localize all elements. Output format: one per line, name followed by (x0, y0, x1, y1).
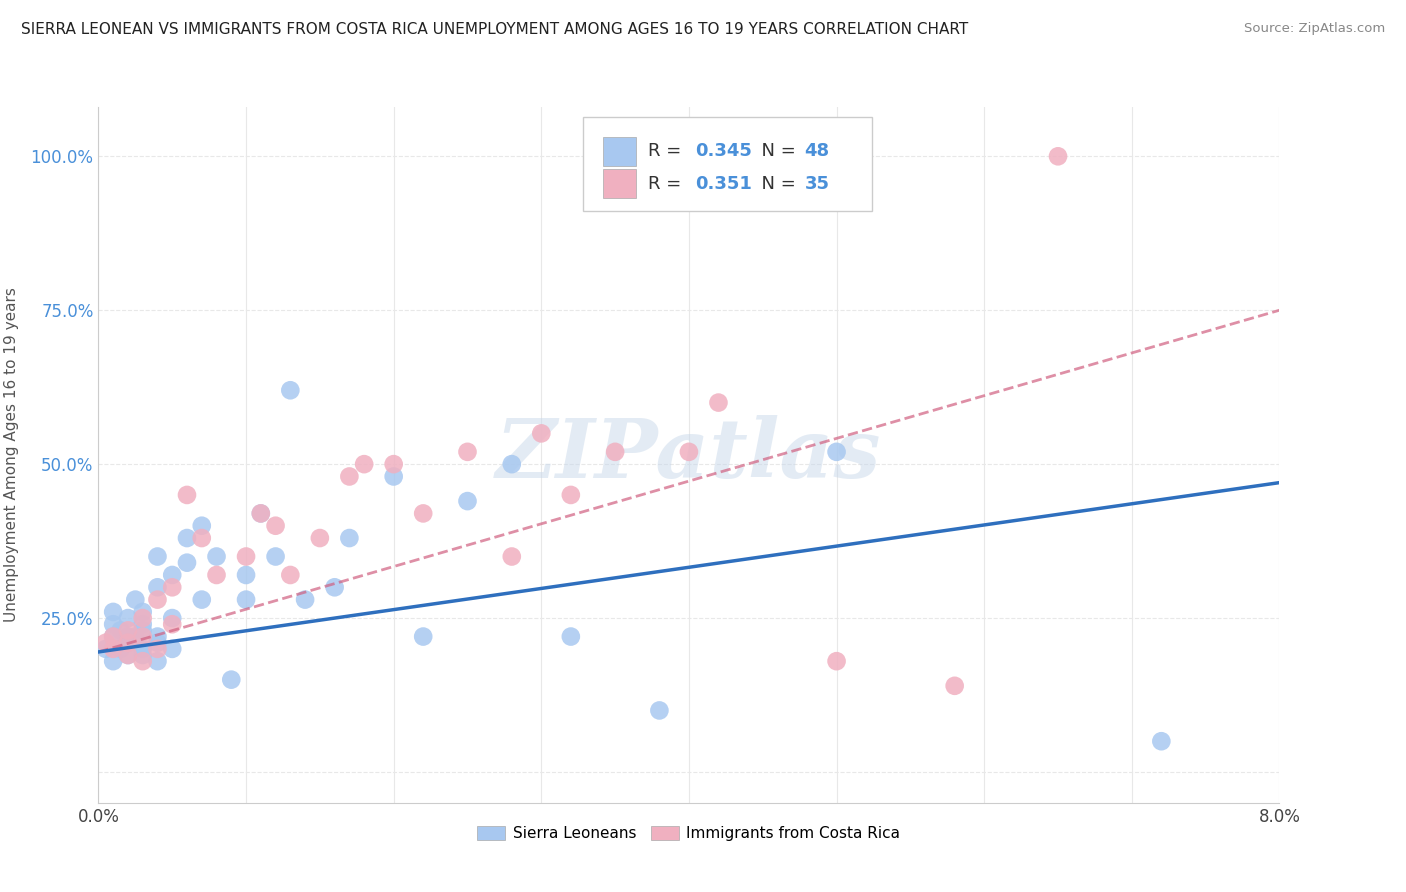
FancyBboxPatch shape (603, 136, 636, 166)
Point (132, 641, 155, 656)
Text: 0.345: 0.345 (695, 143, 752, 161)
Point (162, 611, 183, 625)
Point (103, 641, 125, 656)
Point (825, 445, 848, 459)
Point (103, 630, 125, 644)
Point (146, 641, 169, 656)
Point (146, 636, 169, 650)
Text: Source: ZipAtlas.com: Source: ZipAtlas.com (1244, 22, 1385, 36)
Point (457, 445, 479, 459)
Point (235, 549, 257, 564)
Point (221, 673, 243, 687)
Point (560, 630, 582, 644)
Point (117, 636, 139, 650)
Text: R =: R = (648, 143, 686, 161)
Point (103, 654, 125, 668)
Point (103, 630, 125, 644)
FancyBboxPatch shape (603, 169, 636, 198)
Point (323, 580, 346, 594)
Point (124, 630, 146, 644)
Point (94, 641, 117, 656)
Point (117, 624, 139, 638)
Point (280, 384, 302, 398)
Point (678, 445, 700, 459)
Point (132, 611, 155, 625)
Point (162, 568, 183, 582)
Point (117, 611, 139, 625)
Point (280, 568, 302, 582)
Point (235, 592, 257, 607)
FancyBboxPatch shape (582, 118, 872, 211)
Point (264, 518, 287, 533)
Text: N =: N = (751, 175, 801, 193)
Point (103, 617, 125, 632)
Point (162, 641, 183, 656)
Point (353, 457, 375, 471)
Point (205, 568, 228, 582)
Point (339, 531, 361, 545)
Point (205, 549, 228, 564)
Point (191, 518, 214, 533)
Point (825, 654, 848, 668)
Point (162, 580, 183, 594)
Point (264, 549, 287, 564)
Point (191, 531, 214, 545)
Legend: Sierra Leoneans, Immigrants from Costa Rica: Sierra Leoneans, Immigrants from Costa R… (471, 820, 907, 847)
Point (943, 679, 966, 693)
Text: SIERRA LEONEAN VS IMMIGRANTS FROM COSTA RICA UNEMPLOYMENT AMONG AGES 16 TO 19 YE: SIERRA LEONEAN VS IMMIGRANTS FROM COSTA … (21, 22, 969, 37)
Point (117, 636, 139, 650)
Point (132, 648, 155, 662)
Point (250, 507, 273, 521)
Text: N =: N = (751, 143, 801, 161)
Point (1150, 734, 1173, 748)
Text: 48: 48 (804, 143, 830, 161)
Point (294, 592, 316, 607)
Point (382, 469, 405, 483)
Point (132, 630, 155, 644)
Y-axis label: Unemployment Among Ages 16 to 19 years: Unemployment Among Ages 16 to 19 years (4, 287, 20, 623)
Point (132, 654, 155, 668)
Point (146, 580, 169, 594)
Point (412, 507, 434, 521)
Point (191, 592, 214, 607)
Point (501, 549, 523, 564)
Point (132, 624, 155, 638)
Point (146, 549, 169, 564)
Point (117, 630, 139, 644)
Point (382, 457, 405, 471)
Point (117, 648, 139, 662)
Point (103, 605, 125, 619)
Point (117, 648, 139, 662)
Point (457, 494, 479, 508)
Point (176, 531, 198, 545)
Point (176, 488, 198, 502)
Point (1046, 149, 1070, 163)
Point (94, 636, 117, 650)
Point (530, 426, 553, 441)
Point (146, 654, 169, 668)
Point (124, 592, 146, 607)
Point (146, 630, 169, 644)
Point (132, 605, 155, 619)
Point (235, 568, 257, 582)
Point (648, 703, 671, 717)
Point (501, 457, 523, 471)
Text: ZIPatlas: ZIPatlas (496, 415, 882, 495)
Text: R =: R = (648, 175, 692, 193)
Point (132, 617, 155, 632)
Text: 0.351: 0.351 (695, 175, 752, 193)
Point (176, 556, 198, 570)
Point (250, 507, 273, 521)
Point (146, 592, 169, 607)
Point (162, 617, 183, 632)
Text: 35: 35 (804, 175, 830, 193)
Point (110, 641, 132, 656)
Point (110, 624, 132, 638)
Point (412, 630, 434, 644)
Point (309, 531, 332, 545)
Point (339, 469, 361, 483)
Point (707, 395, 730, 409)
Point (605, 445, 627, 459)
Point (560, 488, 582, 502)
